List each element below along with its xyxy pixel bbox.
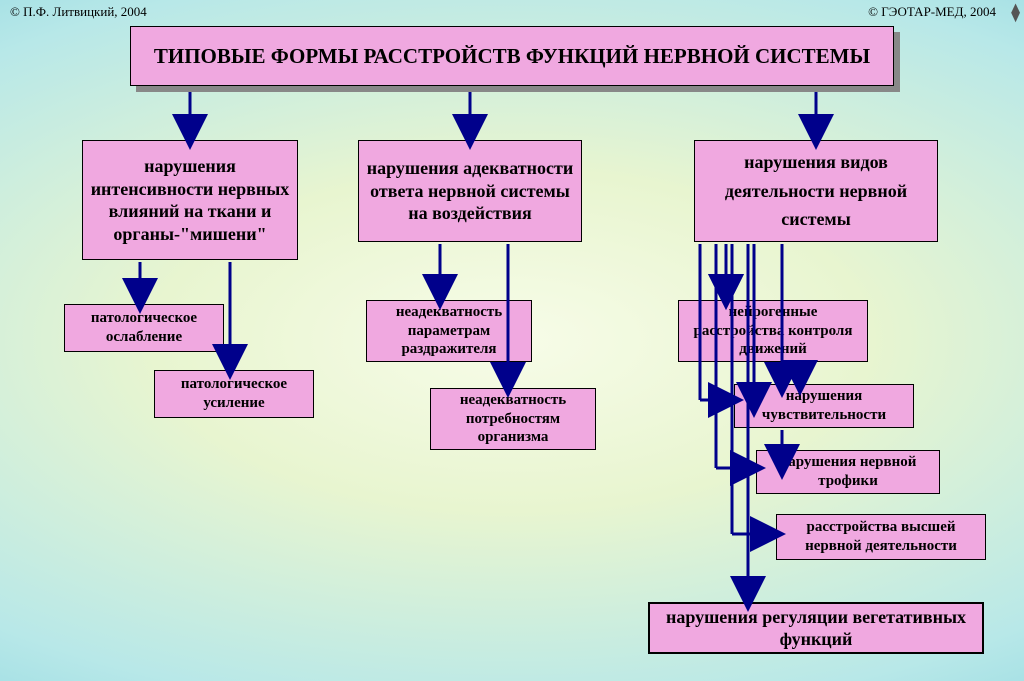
col2-child2: неадекватность потребностям организма xyxy=(430,388,596,450)
col2-child1: неадекватность параметрам раздражителя xyxy=(366,300,532,362)
col3-child1: нейрогенные расстройства контроля движен… xyxy=(678,300,868,362)
col3-head: нарушения видов деятельности нервной сис… xyxy=(694,140,938,242)
bottom-box: нарушения регуляции вегетативных функций xyxy=(648,602,984,654)
col3-child2: нарушения чувствительности xyxy=(734,384,914,428)
col1-child1: патологическое ослабление xyxy=(64,304,224,352)
col3-child3: нарушения нервной трофики xyxy=(756,450,940,494)
nav-icon[interactable]: ⧫ xyxy=(1011,2,1020,23)
col2-head: нарушения адекватности ответа нервной си… xyxy=(358,140,582,242)
copyright-right: © ГЭОТАР-МЕД, 2004 xyxy=(868,4,996,20)
copyright-left: © П.Ф. Литвицкий, 2004 xyxy=(10,4,147,20)
col1-head: нарушения интенсивности нервных влияний … xyxy=(82,140,298,260)
col3-child4: расстройства высшей нервной деятельности xyxy=(776,514,986,560)
title-box: ТИПОВЫЕ ФОРМЫ РАССТРОЙСТВ ФУНКЦИЙ НЕРВНО… xyxy=(130,26,894,86)
col1-child2: патологическое усиление xyxy=(154,370,314,418)
